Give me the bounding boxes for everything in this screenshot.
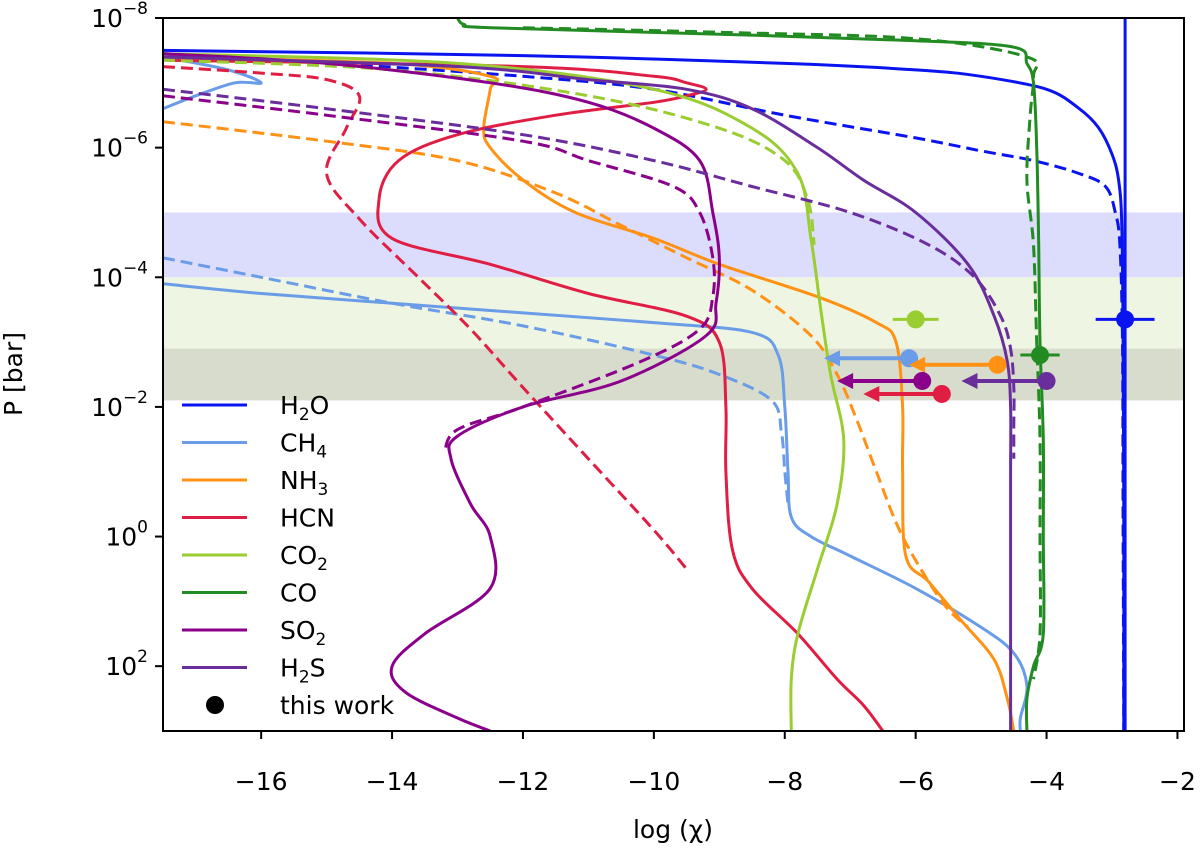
- y-tick-label: 10−4: [91, 258, 148, 292]
- y-tick-base: 10: [105, 652, 137, 681]
- y-tick-exponent: 0: [137, 518, 148, 538]
- line-ch4-solid: [163, 55, 263, 111]
- y-tick-label: 10−8: [91, 0, 148, 33]
- legend-entry-ch4: CH4: [182, 429, 327, 463]
- series-lines: [163, 18, 1126, 731]
- x-tick-label: −8: [766, 767, 803, 796]
- legend-entry-this_work: this work: [206, 691, 395, 720]
- line-co-dashed: [522, 26, 1042, 680]
- legend-label: H2S: [280, 654, 326, 688]
- legend-label: SO2: [280, 616, 326, 650]
- line-hcn-solid: [163, 58, 885, 731]
- point-co: [1020, 346, 1060, 365]
- legend-entry-h2s: H2S: [182, 654, 326, 688]
- legend-label: CO2: [280, 541, 328, 575]
- y-tick-exponent: −4: [123, 258, 148, 278]
- legend-label: CH4: [280, 429, 327, 463]
- legend-marker: [206, 696, 224, 714]
- line-nh3-dashed: [163, 120, 970, 629]
- legend-entry-nh3: NH3: [182, 466, 328, 500]
- x-axis-label: log (χ): [633, 815, 713, 844]
- y-tick-base: 10: [91, 4, 123, 33]
- legend-label: this work: [280, 691, 395, 720]
- point-so2: [837, 371, 932, 390]
- line-hcn-dashed: [163, 65, 688, 570]
- y-tick-base: 10: [91, 263, 123, 292]
- x-tick-label: −14: [366, 767, 419, 796]
- line-ch4-dashed: [163, 256, 790, 505]
- x-tick-label: −16: [235, 767, 288, 796]
- line-co2-solid: [163, 52, 846, 731]
- y-tick-label: 102: [105, 647, 148, 681]
- x-tick-label: −10: [627, 767, 680, 796]
- legend-label: H2O: [280, 391, 329, 425]
- y-tick-exponent: −8: [123, 0, 148, 19]
- y-tick-label: 10−2: [91, 388, 148, 422]
- pressure-bands: [163, 212, 1184, 401]
- line-co2-dashed: [163, 58, 816, 246]
- point-hcn: [863, 384, 951, 403]
- x-tick-label: −4: [1028, 767, 1065, 796]
- legend-entry-so2: SO2: [182, 616, 326, 650]
- x-tick-label: −2: [1159, 767, 1196, 796]
- y-tick-exponent: 2: [137, 647, 148, 667]
- point-nh3: [909, 355, 1007, 374]
- line-ch4-solid: [163, 282, 1029, 731]
- line-h2o-dashed: [163, 55, 1126, 731]
- y-axis-label: P [bar]: [0, 332, 28, 416]
- plot-frame: [162, 17, 1185, 732]
- x-tick-label: −6: [897, 767, 934, 796]
- point-co2: [892, 310, 939, 329]
- line-h2s-dashed: [163, 87, 1016, 459]
- legend-label: CO: [280, 579, 317, 608]
- point-h2o: [1095, 18, 1155, 731]
- legend-entry-hcn: HCN: [182, 504, 335, 533]
- line-so2-dashed: [163, 94, 716, 454]
- legend-entry-co2: CO2: [182, 541, 328, 575]
- x-tick-label: −12: [497, 767, 550, 796]
- legend-entry-h2o: H2O: [182, 391, 329, 425]
- legend-entry-co: CO: [182, 579, 317, 608]
- point-h2s: [961, 371, 1056, 390]
- y-tick-label: 10−6: [91, 129, 148, 163]
- y-tick-exponent: −6: [123, 129, 148, 149]
- y-tick-exponent: −2: [123, 388, 148, 408]
- line-co-solid: [456, 18, 1046, 731]
- y-tick-base: 10: [105, 523, 137, 552]
- y-tick-label: 100: [105, 518, 148, 552]
- line-h2s-solid: [163, 55, 1013, 731]
- line-so2-solid: [163, 52, 721, 731]
- legend-label: NH3: [280, 466, 328, 500]
- y-tick-base: 10: [91, 393, 123, 422]
- legend-label: HCN: [280, 504, 335, 533]
- this-work-points: [824, 18, 1155, 731]
- y-tick-base: 10: [91, 134, 123, 163]
- x-axis-ticks: −16 −14 −12 −10 −8 −6 −4 −2: [235, 731, 1196, 796]
